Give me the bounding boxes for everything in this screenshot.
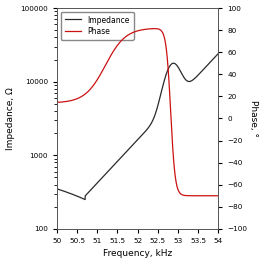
Y-axis label: Impedance, Ω: Impedance, Ω	[6, 87, 15, 150]
Y-axis label: Phase, °: Phase, °	[249, 100, 258, 137]
Legend: Impedance, Phase: Impedance, Phase	[61, 12, 134, 40]
X-axis label: Frequency, kHz: Frequency, kHz	[103, 249, 172, 258]
